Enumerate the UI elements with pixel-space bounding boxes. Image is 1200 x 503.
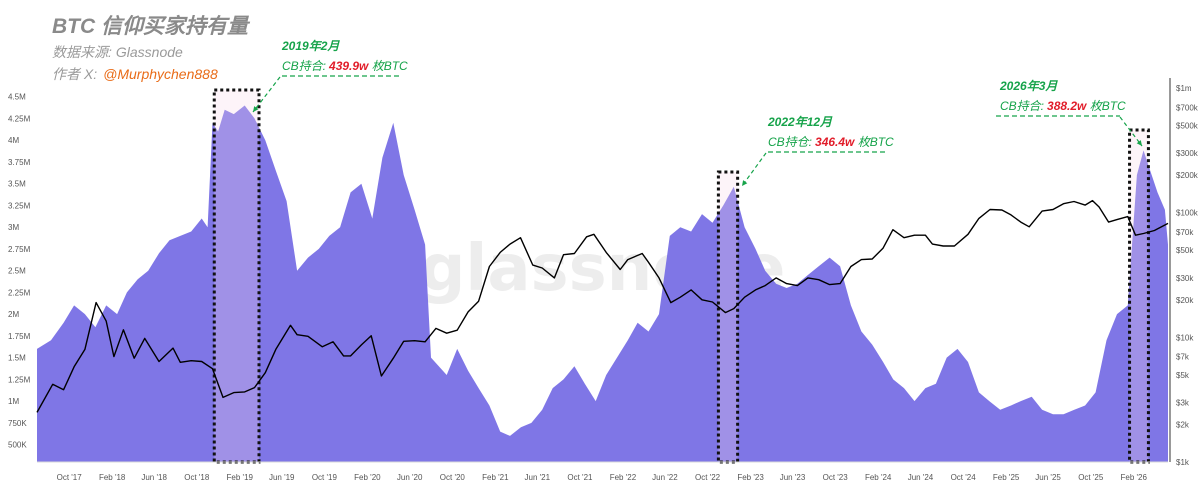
y-left-tick: 3.75M <box>8 158 31 167</box>
x-tick: Oct '18 <box>184 473 210 482</box>
x-tick: Feb '26 <box>1121 473 1148 482</box>
x-tick: Jun '25 <box>1035 473 1061 482</box>
highlight-box-3 <box>1128 128 1150 464</box>
source-value: Glassnode <box>115 44 183 60</box>
y-left-tick: 3.25M <box>8 201 31 210</box>
annotation-date: 2026年3月 <box>999 79 1058 93</box>
annotation-suffix: 枚BTC <box>854 135 894 149</box>
annotation-arrowhead <box>1136 140 1142 146</box>
x-tick: Feb '20 <box>354 473 381 482</box>
source-label: 数据来源: <box>52 44 112 60</box>
annotation-arrowhead <box>742 180 748 186</box>
y-right-tick: $300k <box>1176 149 1199 158</box>
x-tick: Oct '21 <box>567 473 593 482</box>
author: 作者 X: @Murphychen888 <box>52 64 218 84</box>
y-left-tick: 2.5M <box>8 267 26 276</box>
annotation-prefix: CB持合: <box>282 59 326 73</box>
holdings-area <box>37 105 1168 462</box>
y-right-tick: $5k <box>1176 371 1190 380</box>
x-tick: Feb '24 <box>865 473 892 482</box>
y-right-tick: $500k <box>1176 122 1199 131</box>
annotation-arrow <box>252 76 281 113</box>
annotation-prefix: CB持仓: <box>768 135 812 149</box>
x-tick: Jun '23 <box>780 473 806 482</box>
y-right-tick: $700k <box>1176 103 1199 112</box>
y-left-tick: 1.75M <box>8 332 31 341</box>
highlight-box-2 <box>716 170 740 464</box>
annotation-1: 2019年2月 CB持合: 439.9w 枚BTC <box>252 39 408 113</box>
x-tick: Feb '18 <box>99 473 126 482</box>
y-right-tick: $50k <box>1176 246 1194 255</box>
annotation-date: 2019年2月 <box>281 39 340 53</box>
x-tick: Jun '20 <box>397 473 423 482</box>
x-tick: Feb '21 <box>482 473 509 482</box>
x-tick: Oct '20 <box>440 473 466 482</box>
annotation-holding: CB持合: 439.9w 枚BTC <box>282 59 408 73</box>
x-tick: Oct '19 <box>312 473 338 482</box>
y-right-tick: $2k <box>1176 420 1190 429</box>
y-left-tick: 4M <box>8 136 19 145</box>
y-right-tick: $7k <box>1176 353 1190 362</box>
annotation-arrowhead <box>253 106 259 112</box>
y-left-tick: 4.5M <box>8 93 26 102</box>
y-left-tick: 4.25M <box>8 114 31 123</box>
annotation-2: 2022年12月 CB持仓: 346.4w 枚BTC <box>741 115 894 187</box>
x-tick: Oct '17 <box>57 473 83 482</box>
y-right-tick: $3k <box>1176 399 1190 408</box>
chart-title: BTC 信仰买家持有量 <box>52 15 248 38</box>
y-right-tick: $10k <box>1176 333 1194 342</box>
annotation-value: 388.2w <box>1047 99 1087 113</box>
x-tick: Feb '25 <box>993 473 1020 482</box>
annotation-value: 439.9w <box>328 59 369 73</box>
x-tick: Feb '23 <box>737 473 764 482</box>
x-tick: Jun '21 <box>525 473 551 482</box>
y-right-tick: $1k <box>1176 458 1190 467</box>
x-tick: Oct '25 <box>1078 473 1104 482</box>
y-left-tick: 500K <box>8 441 27 450</box>
y-left-tick: 1M <box>8 397 19 406</box>
y-left-tick: 1.25M <box>8 375 31 384</box>
y-right-tick: $1m <box>1176 84 1192 93</box>
annotation-suffix: 枚BTC <box>368 59 408 73</box>
annotation-prefix: CB持合: <box>1000 99 1044 113</box>
annotation-arrow <box>1119 116 1143 147</box>
y-right-tick: $20k <box>1176 296 1194 305</box>
annotation-holding: CB持合: 388.2w 枚BTC <box>1000 99 1126 113</box>
annotation-3: 2026年3月 CB持合: 388.2w 枚BTC <box>996 79 1143 147</box>
annotation-arrow <box>741 152 767 187</box>
y-left-tick: 3.5M <box>8 180 26 189</box>
author-label: 作者 X: <box>52 66 98 82</box>
highlight-box-1 <box>212 88 261 464</box>
x-tick: Oct '24 <box>951 473 977 482</box>
x-tick: Jun '24 <box>908 473 934 482</box>
y-right-tick: $70k <box>1176 228 1194 237</box>
y-right-tick: $100k <box>1176 209 1199 218</box>
annotation-suffix: 枚BTC <box>1086 99 1126 113</box>
price-line <box>36 199 1169 413</box>
x-tick: Jun '18 <box>141 473 167 482</box>
y-left-tick: 3M <box>8 223 19 232</box>
data-source: 数据来源: Glassnode <box>52 42 183 62</box>
y-left-tick: 750K <box>8 419 27 428</box>
y-right-tick: $30k <box>1176 274 1194 283</box>
y-left-tick: 2.25M <box>8 288 31 297</box>
x-tick: Oct '22 <box>695 473 721 482</box>
annotation-holding: CB持仓: 346.4w 枚BTC <box>768 135 894 149</box>
author-handle: @Murphychen888 <box>103 66 218 82</box>
x-tick: Feb '22 <box>610 473 637 482</box>
y-right-tick: $200k <box>1176 171 1199 180</box>
annotation-date: 2022年12月 <box>767 115 833 129</box>
x-tick: Oct '23 <box>823 473 849 482</box>
y-left-tick: 1.5M <box>8 354 26 363</box>
annotation-value: 346.4w <box>815 135 855 149</box>
y-left-tick: 2.75M <box>8 245 31 254</box>
x-tick: Feb '19 <box>227 473 254 482</box>
x-tick: Jun '19 <box>269 473 295 482</box>
x-tick: Jun '22 <box>652 473 678 482</box>
y-left-tick: 2M <box>8 310 19 319</box>
